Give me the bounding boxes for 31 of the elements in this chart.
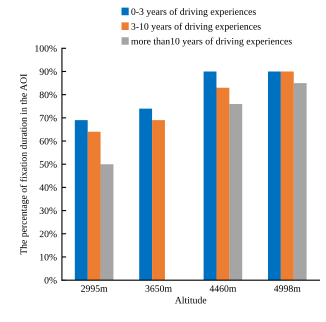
x-tick-label: 4998m [274, 285, 301, 292]
y-tick-label: 60% [40, 138, 57, 145]
bar [139, 108, 152, 280]
y-tick-label: 70% [40, 114, 57, 122]
x-tick-label: 2995m [81, 285, 108, 292]
legend-label: 0-3 years of driving experiences [131, 8, 256, 17]
bar [216, 88, 230, 280]
bar [74, 120, 88, 280]
x-axis-title: Altitude [174, 296, 206, 304]
y-tick-label: 100% [35, 45, 57, 52]
y-tick-label: 30% [40, 207, 57, 214]
y-tick-label: 40% [39, 184, 57, 191]
legend-label: more than10 years of driving experiences [131, 38, 292, 47]
legend-label: 3-10 years of driving experiences [131, 22, 261, 32]
bar [100, 164, 114, 280]
x-tick-label: 4460m [210, 285, 236, 292]
bar [204, 71, 216, 280]
bar [152, 120, 165, 280]
bar [280, 71, 294, 280]
bar [268, 71, 281, 280]
bar [294, 83, 307, 280]
y-tick-label: 90% [40, 68, 57, 75]
y-axis-title: The percentage of fixation duration in the AOI [20, 74, 29, 255]
bar [88, 132, 101, 280]
y-tick-label: 0% [44, 277, 57, 284]
y-tick-label: 50% [40, 161, 57, 168]
y-tick-label: 20% [40, 230, 57, 238]
x-tick-label: 3650m [145, 285, 172, 292]
bar [229, 104, 242, 280]
y-tick-label: 80% [40, 92, 57, 98]
y-tick-label: 10% [40, 254, 57, 260]
